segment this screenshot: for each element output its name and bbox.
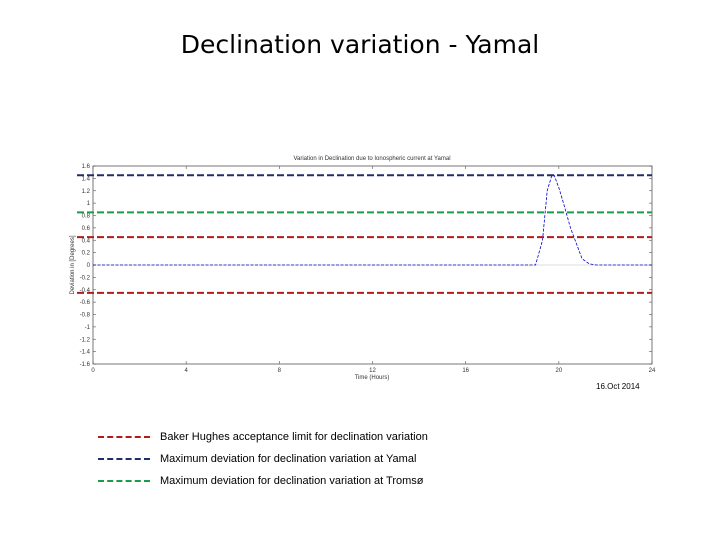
y-tick-label: -0.4 — [80, 288, 91, 294]
legend-swatch — [98, 436, 150, 438]
x-tick-label: 4 — [184, 368, 188, 374]
legend-item-tromso: Maximum deviation for declination variat… — [98, 470, 428, 492]
series-line — [93, 174, 652, 266]
y-tick-label: -0.6 — [80, 300, 91, 306]
y-tick-label: 0.6 — [82, 226, 91, 232]
y-tick-label: 0.4 — [82, 238, 91, 244]
y-tick-label: -0.2 — [80, 275, 91, 281]
legend: Baker Hughes acceptance limit for declin… — [98, 426, 428, 492]
x-axis-label: Time (Hours) — [355, 375, 390, 381]
y-tick-label: 0.2 — [82, 251, 91, 257]
declination-chart: Variation in Declination due to Ionosphe… — [70, 156, 656, 381]
x-tick-label: 16 — [462, 368, 469, 374]
y-tick-label: 1 — [87, 201, 91, 207]
legend-swatch — [98, 480, 150, 482]
y-tick-label: -0.8 — [80, 313, 91, 319]
legend-swatch — [98, 458, 150, 460]
y-tick-label: 0 — [87, 263, 91, 269]
x-tick-label: 24 — [649, 368, 656, 374]
legend-label: Maximum deviation for declination variat… — [160, 475, 424, 487]
x-tick-label: 20 — [555, 368, 562, 374]
legend-label: Baker Hughes acceptance limit for declin… — [160, 431, 428, 443]
y-tick-label: 1.6 — [82, 164, 91, 170]
date-label: 16.Oct 2014 — [596, 382, 640, 391]
x-tick-label: 8 — [278, 368, 282, 374]
y-tick-label: -1.6 — [80, 362, 91, 368]
y-tick-label: 1.4 — [82, 176, 91, 182]
y-axis-label: Deviation in [Degrees] — [70, 235, 76, 294]
legend-item-yamal: Maximum deviation for declination variat… — [98, 448, 428, 470]
y-tick-label: -1 — [85, 325, 91, 331]
y-tick-label: 1.2 — [82, 189, 91, 195]
slide-title: Declination variation - Yamal — [180, 30, 540, 59]
chart-title: Variation in Declination due to Ionosphe… — [293, 156, 450, 162]
y-tick-label: -1.2 — [80, 337, 91, 343]
y-tick-label: -1.4 — [80, 350, 91, 356]
y-tick-label: 0.8 — [82, 214, 91, 220]
legend-item-baker-hughes: Baker Hughes acceptance limit for declin… — [98, 426, 428, 448]
x-tick-label: 12 — [369, 368, 376, 374]
legend-label: Maximum deviation for declination variat… — [160, 453, 417, 465]
x-tick-label: 0 — [91, 368, 95, 374]
